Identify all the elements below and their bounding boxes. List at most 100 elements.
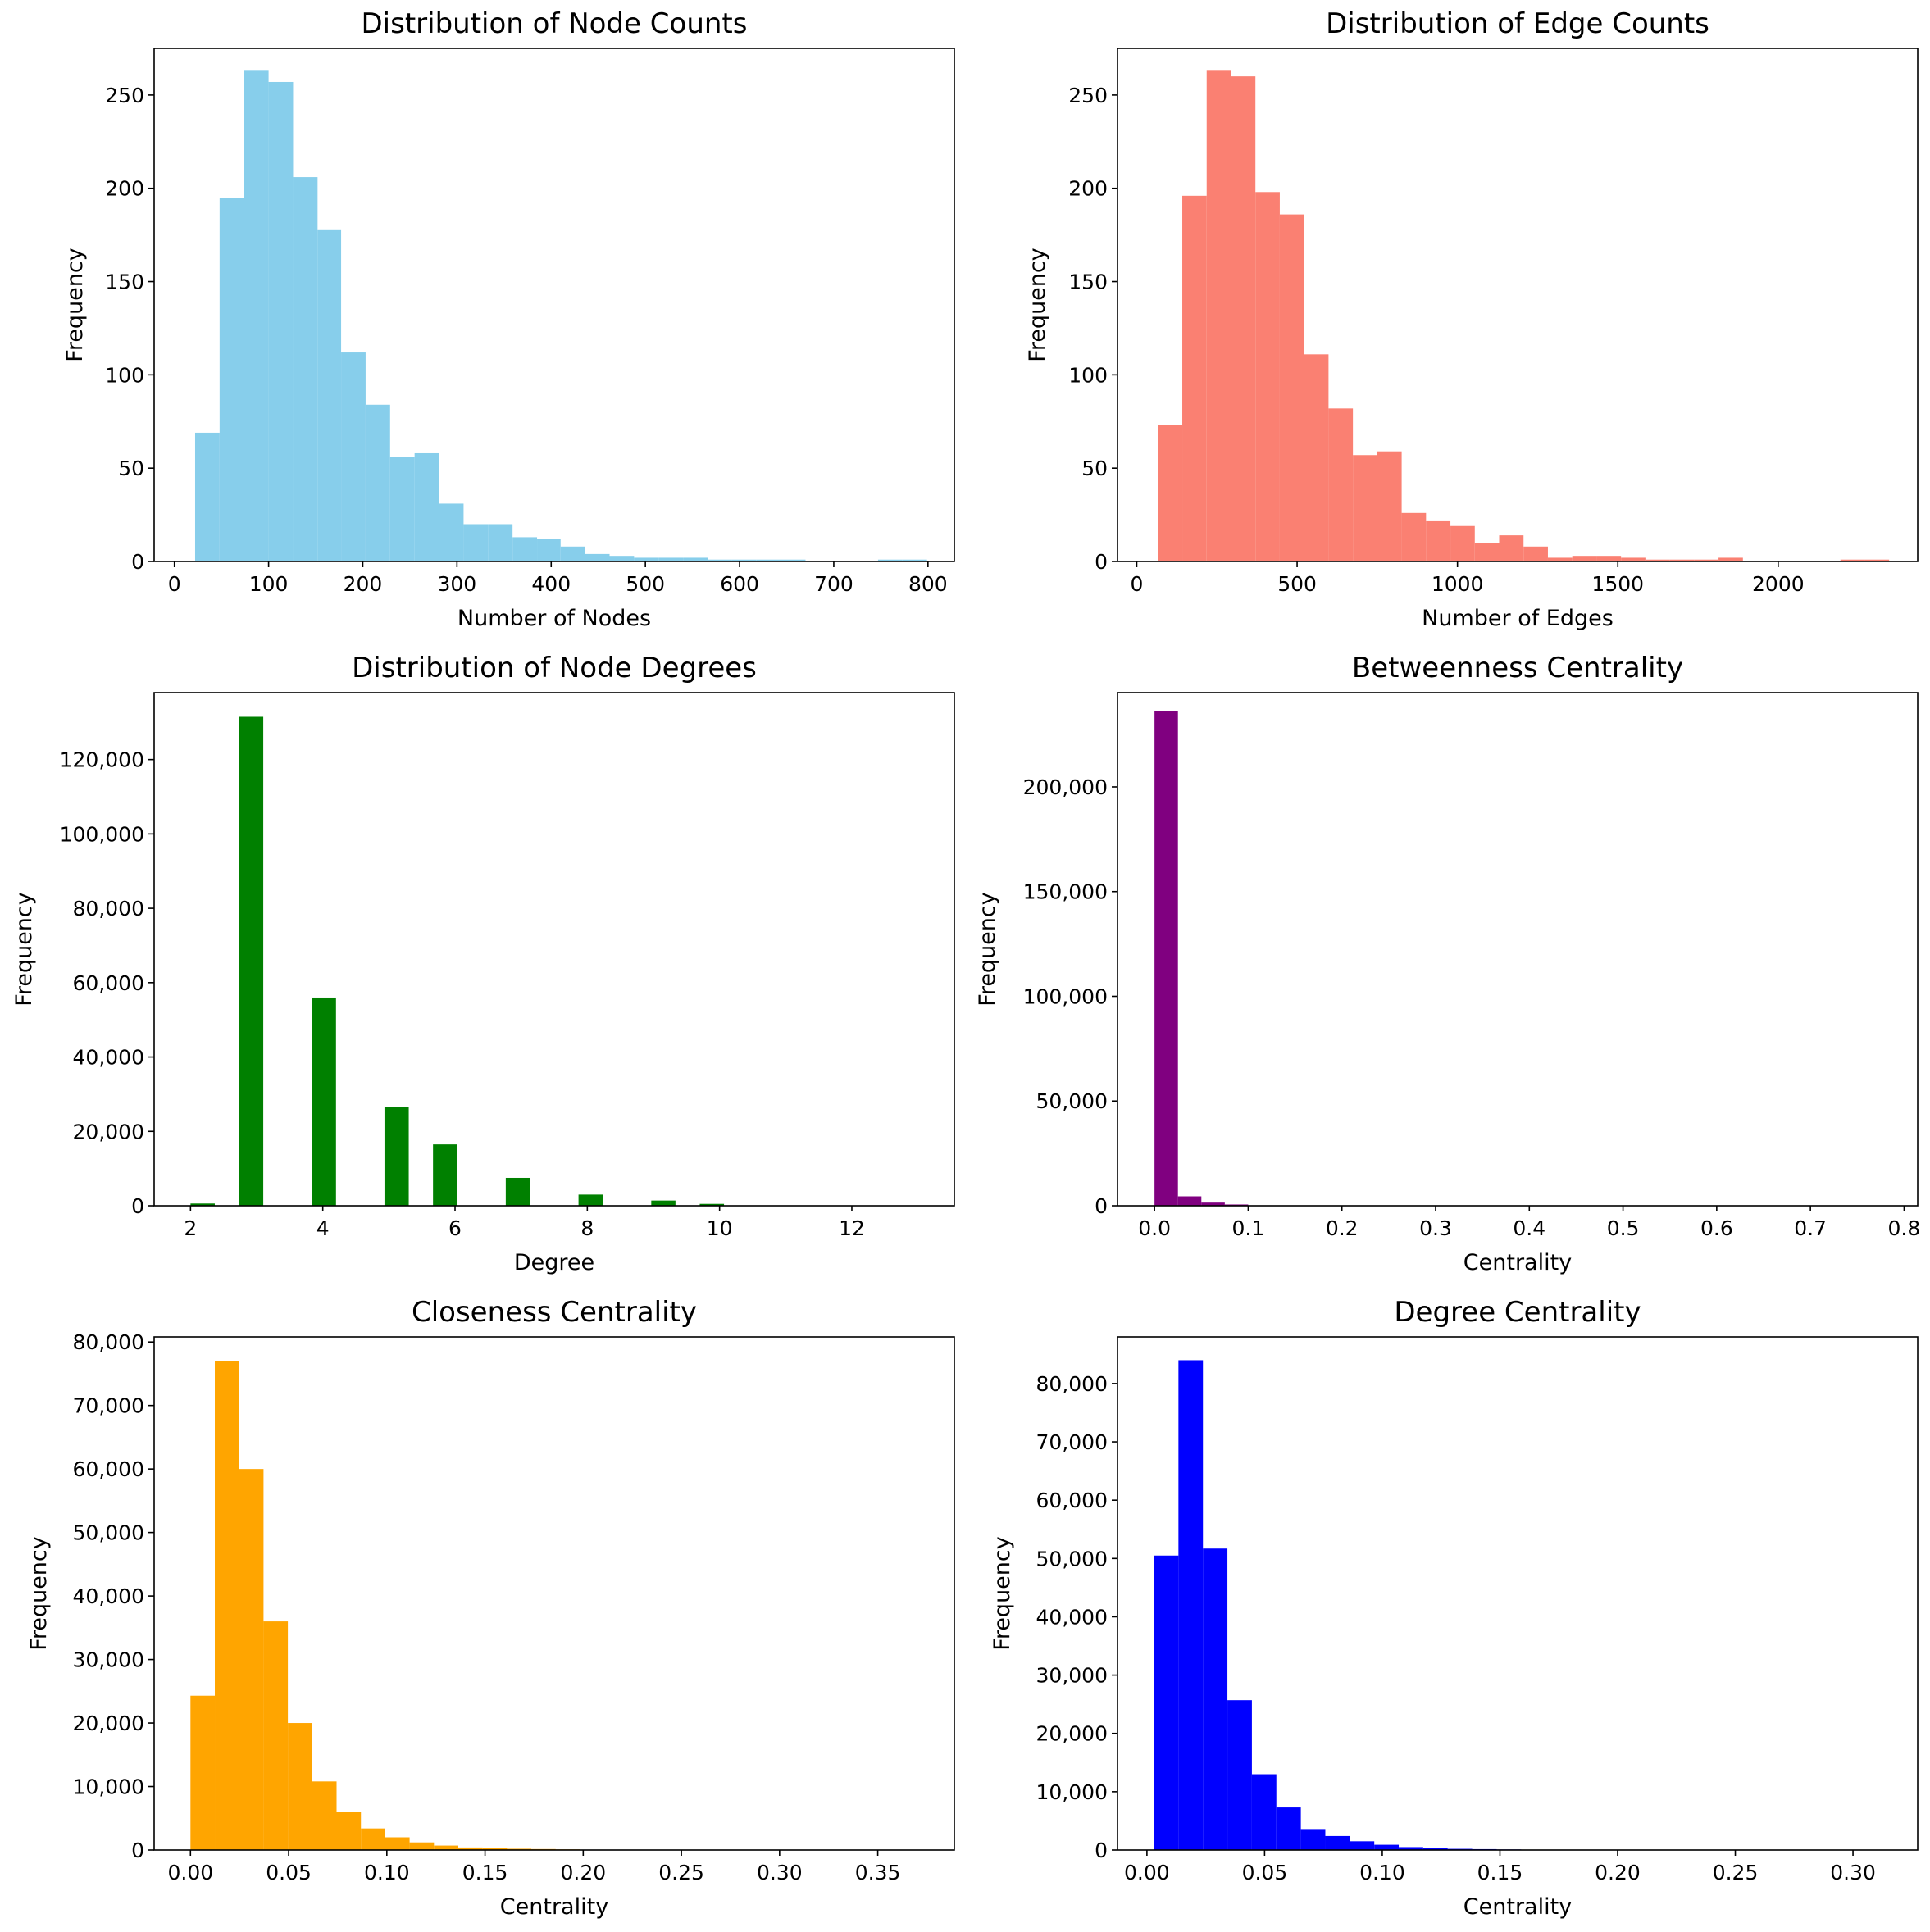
histogram-bar	[263, 1621, 289, 1850]
histogram-bar	[1374, 1844, 1400, 1850]
chart-title: Degree Centrality	[1394, 1296, 1641, 1329]
x-tick-label: 0.10	[1359, 1861, 1405, 1884]
histogram-bar	[1621, 557, 1646, 561]
chart-title: Betweenness Centrality	[1352, 652, 1683, 684]
histogram-bar	[609, 556, 635, 561]
histogram-bar	[1276, 1807, 1301, 1850]
y-tick-label: 0	[1095, 550, 1108, 574]
y-tick-label: 10,000	[1036, 1780, 1108, 1804]
y-tick-label: 0	[131, 1194, 144, 1218]
x-axis-label: Centrality	[1463, 1894, 1572, 1920]
x-tick-label: 0	[168, 572, 181, 596]
histogram-bar	[439, 503, 464, 561]
degree-centrality-chart: Degree Centrality 0.00 0.05 0.10 0.15 0.20 0.…	[990, 1296, 1919, 1920]
histogram-bar	[699, 1203, 725, 1206]
x-tick-label: 0.15	[1477, 1861, 1523, 1884]
x-tick-label: 0.3	[1419, 1216, 1452, 1240]
histogram-bar	[1154, 1555, 1179, 1850]
histogram-bar	[1353, 455, 1377, 561]
histogram-bar	[1325, 1835, 1350, 1850]
x-tick-label: 1000	[1432, 572, 1484, 596]
chart-title: Distribution of Edge Counts	[1326, 7, 1709, 40]
histogram-bar	[190, 1203, 215, 1206]
histogram-bar	[488, 524, 513, 561]
histogram-bar	[1718, 557, 1743, 561]
histogram-bar	[1523, 546, 1548, 561]
histogram-bar	[1201, 1202, 1225, 1206]
x-tick-label: 0.35	[855, 1861, 901, 1884]
x-axis-label: Degree	[514, 1250, 594, 1275]
histogram-bar	[293, 177, 318, 561]
y-tick-label: 40,000	[1036, 1605, 1108, 1629]
histogram-bar	[505, 1177, 530, 1206]
y-tick-label: 200,000	[1023, 775, 1108, 799]
y-tick-label: 40,000	[73, 1584, 144, 1608]
histogram-bar	[585, 553, 610, 561]
y-tick-label: 20,000	[1036, 1722, 1108, 1746]
histogram-bar	[1350, 1841, 1375, 1850]
histogram-bar	[512, 537, 538, 561]
histogram-bar	[365, 404, 390, 561]
histogram-bar	[1596, 556, 1622, 561]
y-tick-label: 30,000	[73, 1648, 144, 1672]
y-tick-label: 60,000	[73, 1457, 144, 1481]
y-axis-label: Frequency	[990, 1536, 1015, 1651]
x-tick-label: 0.25	[1713, 1861, 1759, 1884]
y-tick-label: 150	[1068, 270, 1108, 294]
x-tick-label: 6	[448, 1216, 462, 1240]
histogram-bar	[288, 1723, 312, 1850]
x-tick-label: 500	[1277, 572, 1317, 596]
x-axis-label: Number of Nodes	[457, 606, 651, 631]
histogram-bar	[1474, 543, 1500, 561]
histogram-bar	[560, 546, 585, 561]
histogram-bar	[414, 452, 439, 561]
x-tick-label: 0.0	[1138, 1216, 1171, 1240]
x-tick-label: 0.4	[1513, 1216, 1545, 1240]
y-axis-label: Frequency	[975, 892, 1000, 1007]
y-tick-label: 60,000	[1036, 1489, 1108, 1512]
histogram-bar	[731, 559, 757, 561]
chart-title: Closeness Centrality	[412, 1296, 697, 1329]
histogram-bar	[312, 997, 336, 1206]
histogram-bar	[215, 1361, 239, 1850]
y-tick-label: 0	[1095, 1839, 1108, 1862]
x-tick-label: 700	[814, 572, 853, 596]
y-tick-label: 0	[1095, 1194, 1108, 1218]
histogram-bar	[1645, 559, 1670, 561]
y-tick-label: 100,000	[1023, 984, 1108, 1008]
x-tick-label: 10	[707, 1216, 733, 1240]
x-tick-label: 800	[908, 572, 948, 596]
x-tick-label: 0.20	[560, 1861, 606, 1884]
y-tick-label: 100,000	[60, 822, 144, 846]
histogram-bar	[1864, 559, 1890, 561]
x-axis-label: Number of Edges	[1422, 606, 1614, 631]
y-axis-label: Frequency	[11, 892, 37, 1007]
x-tick-label: 2000	[1752, 572, 1805, 596]
chart-title: Distribution of Node Counts	[362, 7, 748, 40]
node-counts-chart: Distribution of Node Counts 0 100 200 300 40…	[62, 7, 955, 631]
histogram-bar	[756, 559, 781, 561]
histogram-bar	[433, 1144, 457, 1206]
histogram-bar	[578, 1194, 603, 1206]
histogram-bar	[361, 1828, 385, 1850]
chart-title: Distribution of Node Degrees	[352, 652, 757, 684]
histogram-bar	[341, 352, 366, 561]
x-tick-label: 0.05	[266, 1861, 312, 1884]
histogram-bar	[384, 1107, 409, 1206]
y-tick-label: 100	[105, 363, 144, 387]
histogram-bar	[219, 198, 244, 562]
x-tick-label: 0.30	[757, 1861, 803, 1884]
y-tick-label: 50,000	[1036, 1089, 1108, 1113]
histogram-bar	[463, 524, 489, 561]
x-axis-label: Centrality	[1463, 1250, 1572, 1275]
x-tick-label: 12	[839, 1216, 865, 1240]
x-tick-label: 0.15	[462, 1861, 508, 1884]
betweenness-centrality-chart: Betweenness Centrality 0.0 0.1 0.2 0.3 0.4 0.…	[975, 652, 1920, 1275]
y-tick-label: 70,000	[73, 1394, 144, 1418]
x-tick-label: 600	[720, 572, 759, 596]
edge-counts-chart: Distribution of Edge Counts 0 500 1000 1500…	[1025, 7, 1919, 631]
x-tick-label: 500	[626, 572, 665, 596]
y-tick-label: 60,000	[73, 971, 144, 995]
histogram-bar	[707, 559, 732, 561]
x-tick-label: 0.2	[1326, 1216, 1359, 1240]
